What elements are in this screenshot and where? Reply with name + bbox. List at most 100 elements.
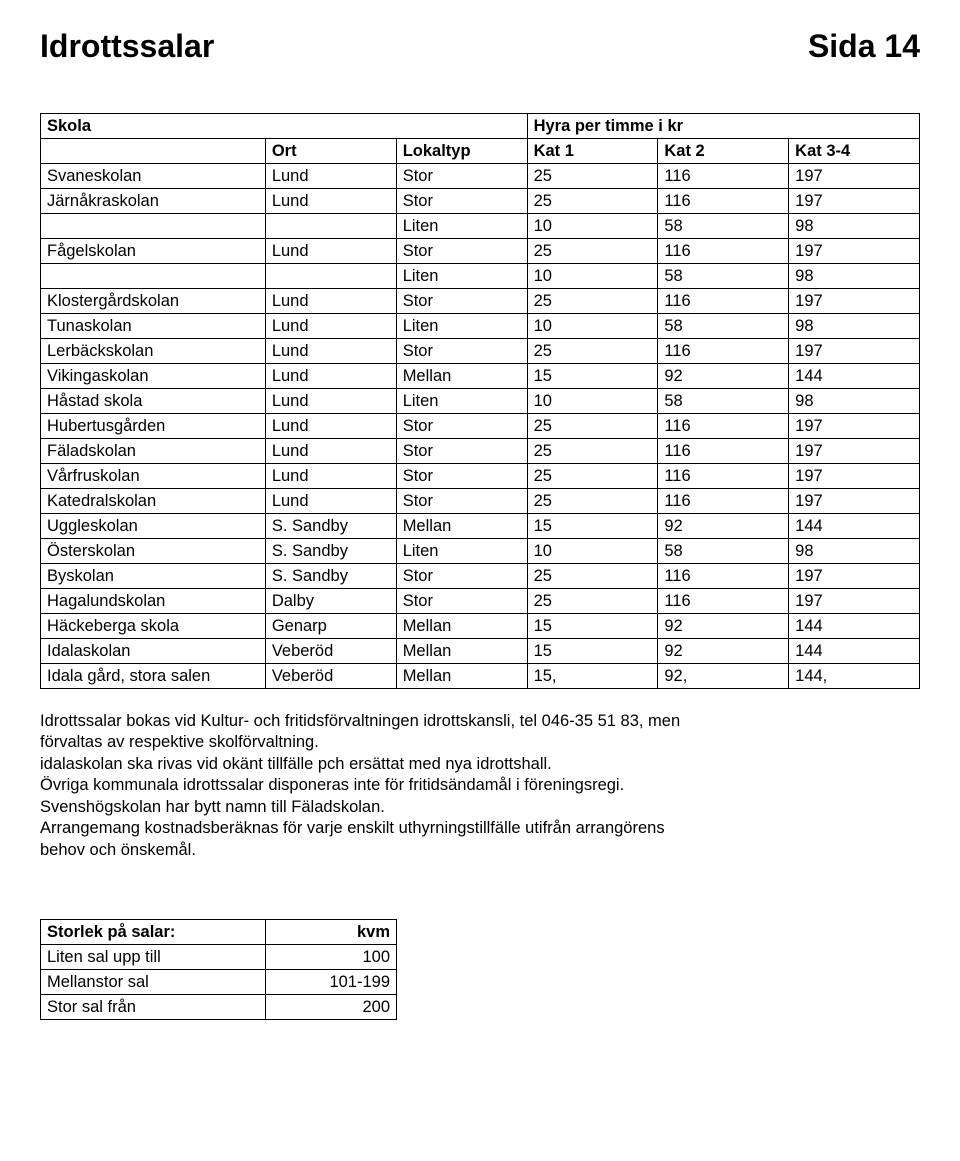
- table-cell: Lund: [265, 189, 396, 214]
- body-line: idalaskolan ska rivas vid okänt tillfäll…: [40, 754, 920, 775]
- table-row: JärnåkraskolanLundStor25116197: [41, 189, 920, 214]
- table-cell: S. Sandby: [265, 514, 396, 539]
- table-cell: 15,: [527, 664, 658, 689]
- table-header-row-2: Ort Lokaltyp Kat 1 Kat 2 Kat 3-4: [41, 139, 920, 164]
- title-right: Sida 14: [808, 28, 920, 65]
- table-cell: Dalby: [265, 589, 396, 614]
- table-cell: 116: [658, 339, 789, 364]
- table-cell: Katedralskolan: [41, 489, 266, 514]
- table-cell: Fäladskolan: [41, 439, 266, 464]
- table-cell: Lund: [265, 439, 396, 464]
- table-cell: 25: [527, 339, 658, 364]
- table-cell: 144: [789, 514, 920, 539]
- table-cell: 25: [527, 239, 658, 264]
- table-cell: 10: [527, 539, 658, 564]
- table-cell: Stor: [396, 339, 527, 364]
- size-cell: Liten sal upp till: [41, 945, 266, 970]
- table-cell: Liten: [396, 389, 527, 414]
- table-cell: Stor: [396, 289, 527, 314]
- body-line: Svenshögskolan har bytt namn till Fälads…: [40, 797, 920, 818]
- col-ort: Ort: [265, 139, 396, 164]
- body-line: förvaltas av respektive skolförvaltning.: [40, 732, 920, 753]
- table-cell: 15: [527, 514, 658, 539]
- table-row: LerbäckskolanLundStor25116197: [41, 339, 920, 364]
- table-cell: Liten: [396, 314, 527, 339]
- table-cell: 25: [527, 564, 658, 589]
- blank: [265, 114, 396, 139]
- table-row: FågelskolanLundStor25116197: [41, 239, 920, 264]
- table-row: IdalaskolanVeberödMellan1592144: [41, 639, 920, 664]
- blank: [396, 114, 527, 139]
- table-cell: 58: [658, 264, 789, 289]
- table-cell: Lund: [265, 489, 396, 514]
- table-cell: 58: [658, 214, 789, 239]
- table-cell: 116: [658, 564, 789, 589]
- table-cell: [41, 214, 266, 239]
- table-cell: Stor: [396, 589, 527, 614]
- table-cell: 92: [658, 639, 789, 664]
- table-cell: Håstad skola: [41, 389, 266, 414]
- table-cell: [265, 264, 396, 289]
- size-cell: 200: [266, 995, 397, 1020]
- table-cell: 116: [658, 164, 789, 189]
- size-table: Storlek på salar: kvm Liten sal upp till…: [40, 919, 397, 1020]
- table-cell: 98: [789, 389, 920, 414]
- table-cell: Lerbäckskolan: [41, 339, 266, 364]
- table-cell: 92: [658, 614, 789, 639]
- table-cell: Stor: [396, 414, 527, 439]
- table-row: Häckeberga skolaGenarpMellan1592144: [41, 614, 920, 639]
- table-cell: Lund: [265, 364, 396, 389]
- table-cell: Veberöd: [265, 664, 396, 689]
- table-cell: Stor: [396, 164, 527, 189]
- table-cell: Hagalundskolan: [41, 589, 266, 614]
- table-cell: Byskolan: [41, 564, 266, 589]
- table-cell: 15: [527, 614, 658, 639]
- table-cell: 197: [789, 464, 920, 489]
- table-cell: Genarp: [265, 614, 396, 639]
- table-cell: Lund: [265, 289, 396, 314]
- table-cell: 144,: [789, 664, 920, 689]
- table-cell: 98: [789, 539, 920, 564]
- table-row: HagalundskolanDalbyStor25116197: [41, 589, 920, 614]
- table-cell: 25: [527, 489, 658, 514]
- table-cell: Idalaskolan: [41, 639, 266, 664]
- body-line: behov och önskemål.: [40, 840, 920, 861]
- table-cell: [265, 214, 396, 239]
- table-cell: Vikingaskolan: [41, 364, 266, 389]
- table-row: TunaskolanLundLiten105898: [41, 314, 920, 339]
- table-row: KlostergårdskolanLundStor25116197: [41, 289, 920, 314]
- table-cell: 197: [789, 189, 920, 214]
- table-cell: 25: [527, 589, 658, 614]
- table-row: VårfruskolanLundStor25116197: [41, 464, 920, 489]
- table-cell: 197: [789, 164, 920, 189]
- table-cell: Lund: [265, 164, 396, 189]
- table-cell: 58: [658, 314, 789, 339]
- table-cell: 92: [658, 514, 789, 539]
- table-cell: 98: [789, 264, 920, 289]
- table-cell: Veberöd: [265, 639, 396, 664]
- table-cell: Stor: [396, 564, 527, 589]
- size-cell: 100: [266, 945, 397, 970]
- table-cell: 58: [658, 389, 789, 414]
- table-cell: Stor: [396, 439, 527, 464]
- table-cell: 197: [789, 414, 920, 439]
- table-cell: Hubertusgården: [41, 414, 266, 439]
- table-cell: 25: [527, 439, 658, 464]
- table-row: FäladskolanLundStor25116197: [41, 439, 920, 464]
- table-cell: Lund: [265, 389, 396, 414]
- table-cell: Stor: [396, 189, 527, 214]
- table-cell: 116: [658, 414, 789, 439]
- table-cell: 10: [527, 389, 658, 414]
- table-cell: 116: [658, 289, 789, 314]
- size-header-row: Storlek på salar: kvm: [41, 920, 397, 945]
- body-line: Arrangemang kostnadsberäknas för varje e…: [40, 818, 920, 839]
- table-cell: Mellan: [396, 364, 527, 389]
- table-cell: Liten: [396, 539, 527, 564]
- title-left: Idrottssalar: [40, 28, 214, 65]
- table-cell: 25: [527, 414, 658, 439]
- table-cell: Stor: [396, 489, 527, 514]
- size-cell: 101-199: [266, 970, 397, 995]
- table-cell: 15: [527, 364, 658, 389]
- table-cell: 25: [527, 464, 658, 489]
- body-line: Övriga kommunala idrottssalar disponeras…: [40, 775, 920, 796]
